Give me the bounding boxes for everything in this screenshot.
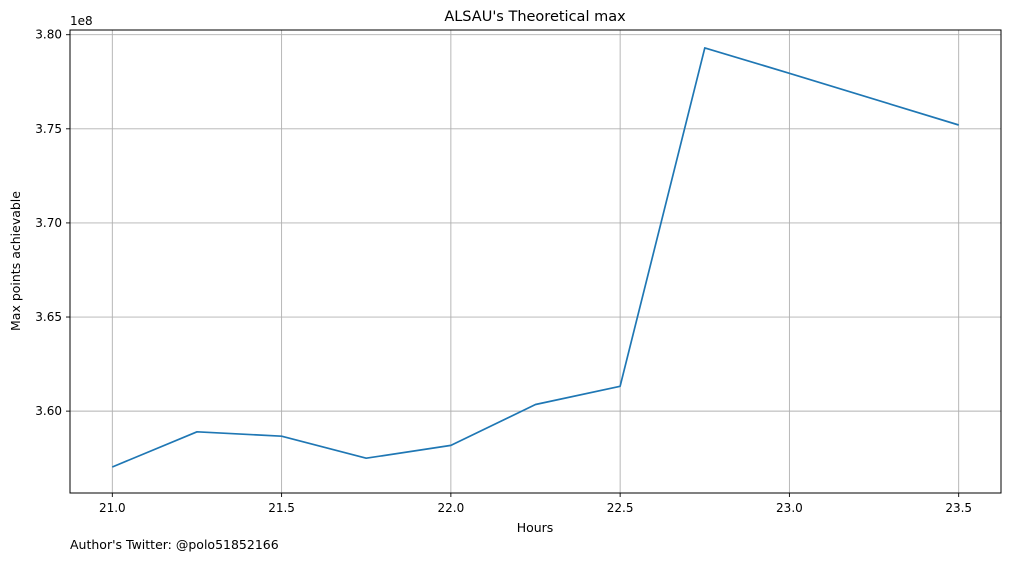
- x-tick-label: 23.0: [776, 501, 803, 515]
- y-tick-label: 3.65: [35, 310, 62, 324]
- x-axis-label: Hours: [517, 520, 554, 535]
- series-layer: [111, 47, 959, 468]
- y-tick-label: 3.60: [35, 404, 62, 418]
- grid: [70, 30, 1001, 493]
- y-axis-label: Max points achievable: [8, 191, 23, 331]
- chart-title: ALSAU's Theoretical max: [444, 9, 626, 25]
- x-axis: 21.0 21.5 22.0 22.5 23.0 23.5: [99, 493, 972, 515]
- x-tick-label: 23.5: [945, 501, 972, 515]
- y-offset-label: 1e8: [70, 14, 93, 28]
- y-axis: 3.60 3.65 3.70 3.75 3.80: [35, 28, 70, 418]
- y-tick-label: 3.70: [35, 216, 62, 230]
- author-credit: Author's Twitter: @polo51852166: [70, 537, 279, 552]
- series-line-0: [111, 47, 959, 468]
- y-tick-label: 3.80: [35, 28, 62, 42]
- x-tick-label: 21.5: [268, 501, 295, 515]
- x-tick-label: 22.0: [438, 501, 465, 515]
- x-tick-label: 21.0: [99, 501, 126, 515]
- y-tick-label: 3.75: [35, 122, 62, 136]
- x-tick-label: 22.5: [607, 501, 634, 515]
- plot-frame: [69, 29, 1002, 494]
